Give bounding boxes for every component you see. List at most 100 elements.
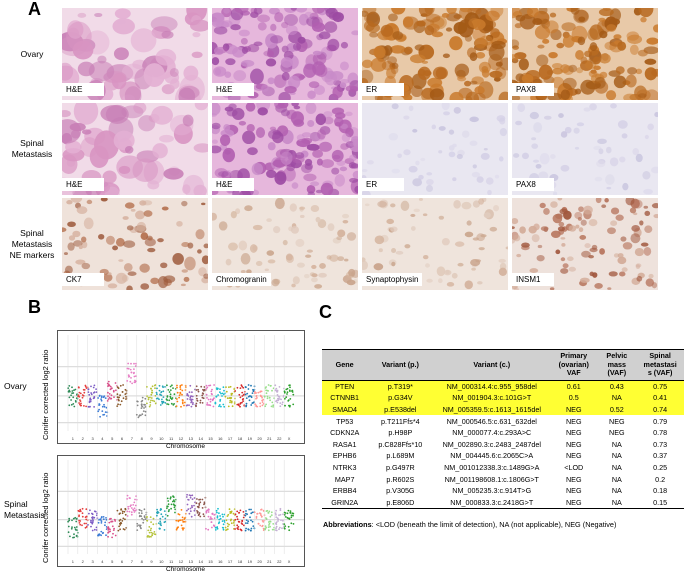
table-cell-pelvic: 0.52 xyxy=(597,403,637,416)
table-row: NTRK3 p.G497R NM_001012338.3:c.1489G>A <LOD… xyxy=(322,462,684,474)
stain-label: Synaptophysin xyxy=(362,273,423,286)
histology-image: H&E xyxy=(212,103,358,195)
table-cell-c: NM_005235.3:c.914T>G xyxy=(452,486,532,496)
table-cell-p: p.G497R xyxy=(385,462,415,472)
chromosome-tick-label: 16 xyxy=(218,436,223,441)
table-cell-primary: NEG xyxy=(550,403,598,416)
table-row: CTNNB1 p.G34V NM_001904.3:c.101G>T 0.5 NA 0.4… xyxy=(322,392,684,404)
x-axis-label: Chromosome xyxy=(166,566,206,573)
table-row: CDKN2A p.H98P NM_000077.4:c.293A>C NEG NEG 0.… xyxy=(322,427,684,439)
table-cell-spinal: 0.41 xyxy=(636,392,684,404)
header-line: Spinal xyxy=(649,351,671,360)
table-cell-gene: GRIN2A xyxy=(322,496,368,510)
chromosome-tick-label: 10 xyxy=(159,559,164,564)
chromosome-tick-label: 14 xyxy=(198,559,203,564)
histology-image: Chromogranin xyxy=(212,198,358,290)
histology-image: Synaptophysin xyxy=(362,198,508,290)
stain-label: ER xyxy=(362,178,404,191)
abbreviations-title: Abbreviations xyxy=(323,520,372,529)
variants-table: Gene Variant (p.) Variant (c.) Primary (ovar… xyxy=(322,349,684,510)
stain-label: CK7 xyxy=(62,273,104,286)
chromosome-tick-label: 5 xyxy=(111,436,114,441)
panel-a-letter: A xyxy=(28,0,41,19)
table-cell-p: p.R602S xyxy=(386,474,415,484)
table-cell-gene: MAP7 xyxy=(334,474,355,484)
table-cell-spinal: 0.18 xyxy=(653,486,668,496)
table-cell-gene: NTRK3 xyxy=(332,462,357,472)
table-row: ERBB4 p.V305G NM_005235.3:c.914T>G NEG NA 0.1… xyxy=(322,485,684,497)
table-row: EPHB6 p.L689M NM_004445.6:c.2065C>A NEG NA 0.… xyxy=(322,450,684,462)
panel-c-letter: C xyxy=(319,302,332,322)
chromosome-tick-label: 6 xyxy=(121,436,124,441)
plot-sample-name-line: Spinal xyxy=(4,499,28,509)
y-axis-label: Conifer corrected log2 ratio xyxy=(41,349,50,440)
chromosome-tick-label: 22 xyxy=(277,559,282,564)
header-line: Variant (c.) xyxy=(473,359,511,369)
table-header-cell: Variant (p.) xyxy=(367,349,434,381)
table-cell-pelvic: NA xyxy=(611,451,622,461)
table-cell-spinal: 0.15 xyxy=(636,496,684,510)
histology-image: PAX8 xyxy=(512,103,658,195)
table-cell-gene: TP53 xyxy=(336,416,354,426)
chromosome-tick-label: 4 xyxy=(101,559,104,564)
histology-image: H&E xyxy=(62,103,208,195)
histology-image: ER xyxy=(362,8,508,100)
table-cell-spinal: 0.79 xyxy=(653,416,668,426)
stain-label: H&E xyxy=(62,178,104,191)
chromosome-tick-label: 11 xyxy=(169,436,174,441)
row-label: Ovary xyxy=(4,49,60,60)
header-line: s (VAF) xyxy=(647,368,673,377)
table-cell-pelvic: NA xyxy=(611,474,622,484)
chromosome-tick-label: 18 xyxy=(238,436,243,441)
row-label-line: NE markers xyxy=(9,249,55,260)
table-cell-spinal: 0.37 xyxy=(653,451,668,461)
table-cell-spinal: 0.2 xyxy=(655,474,666,484)
row-label-line: Ovary xyxy=(20,48,44,59)
table-cell-pelvic: NA xyxy=(611,462,622,472)
chromosome-tick-label: 2 xyxy=(82,436,85,441)
plot-sample-name: Spinal Metastasis xyxy=(4,499,45,521)
chromosome-tick-label: 20 xyxy=(257,436,262,441)
stain-label: Chromogranin xyxy=(212,273,271,286)
header-line: Variant (p.) xyxy=(381,359,419,369)
chromosome-tick-label: 18 xyxy=(238,559,243,564)
chromosome-tick-label: 7 xyxy=(131,559,134,564)
table-cell-primary: NEG xyxy=(565,439,582,449)
table-cell-primary: <LOD xyxy=(564,462,584,472)
table-cell-p: p.L689M xyxy=(386,451,415,461)
table-cell-pelvic: NA xyxy=(611,486,622,496)
table-cell-p: p.C828Ffs*10 xyxy=(378,439,423,449)
stain-label: ER xyxy=(362,83,404,96)
chromosome-tick-label: 14 xyxy=(198,436,203,441)
chromosome-tick-label: 7 xyxy=(131,436,134,441)
cnv-scatter: 1 2 3 4 5 6 7 8 9 10 11 12 13 14 15 16 17 18 19 20 21 22 X xyxy=(58,460,304,564)
table-cell-p: p.T211Ffs*4 xyxy=(381,416,420,426)
row-label-line: Metastasis xyxy=(11,238,53,249)
header-line: (ovarian) xyxy=(558,359,589,369)
table-header-cell: Spinal metastasi s (VAF) xyxy=(636,349,684,381)
table-cell-primary: NEG xyxy=(565,428,582,438)
table-cell-primary: 0.5 xyxy=(550,392,598,404)
table-cell-p: p.H98P xyxy=(388,428,413,438)
table-header-cell: Variant (c.) xyxy=(433,349,551,381)
table-header-cell: Primary (ovarian) VAF xyxy=(550,349,598,381)
chromosome-tick-label: 5 xyxy=(111,559,114,564)
table-cell-gene: CDKN2A xyxy=(330,428,360,438)
table-header-cell: Gene xyxy=(322,349,368,381)
chromosome-tick-label: 13 xyxy=(189,559,194,564)
chromosome-tick-label: 12 xyxy=(179,559,184,564)
chromosome-tick-label: 9 xyxy=(150,436,153,441)
table-cell-p: p.T319* xyxy=(367,380,434,393)
chromosome-tick-label: 16 xyxy=(218,559,223,564)
table-cell-gene: SMAD4 xyxy=(322,403,368,416)
row-label: Spinal Metastasis xyxy=(4,138,60,160)
table-cell-pelvic: NEG xyxy=(609,428,625,438)
table-cell-pelvic: 0.43 xyxy=(597,380,637,393)
table-cell-primary: NEG xyxy=(565,451,582,461)
panel-b-letter: B xyxy=(28,297,41,317)
cnv-scatter: 1 2 3 4 5 6 7 8 9 10 11 12 13 14 15 16 17 18 19 20 21 22 X xyxy=(58,335,304,441)
chromosome-tick-label: 2 xyxy=(82,559,85,564)
chromosome-tick-label: 10 xyxy=(159,436,164,441)
chromosome-tick-label: 21 xyxy=(267,436,272,441)
table-cell-c: NM_005359.5:c.1613_1615del xyxy=(433,403,551,416)
